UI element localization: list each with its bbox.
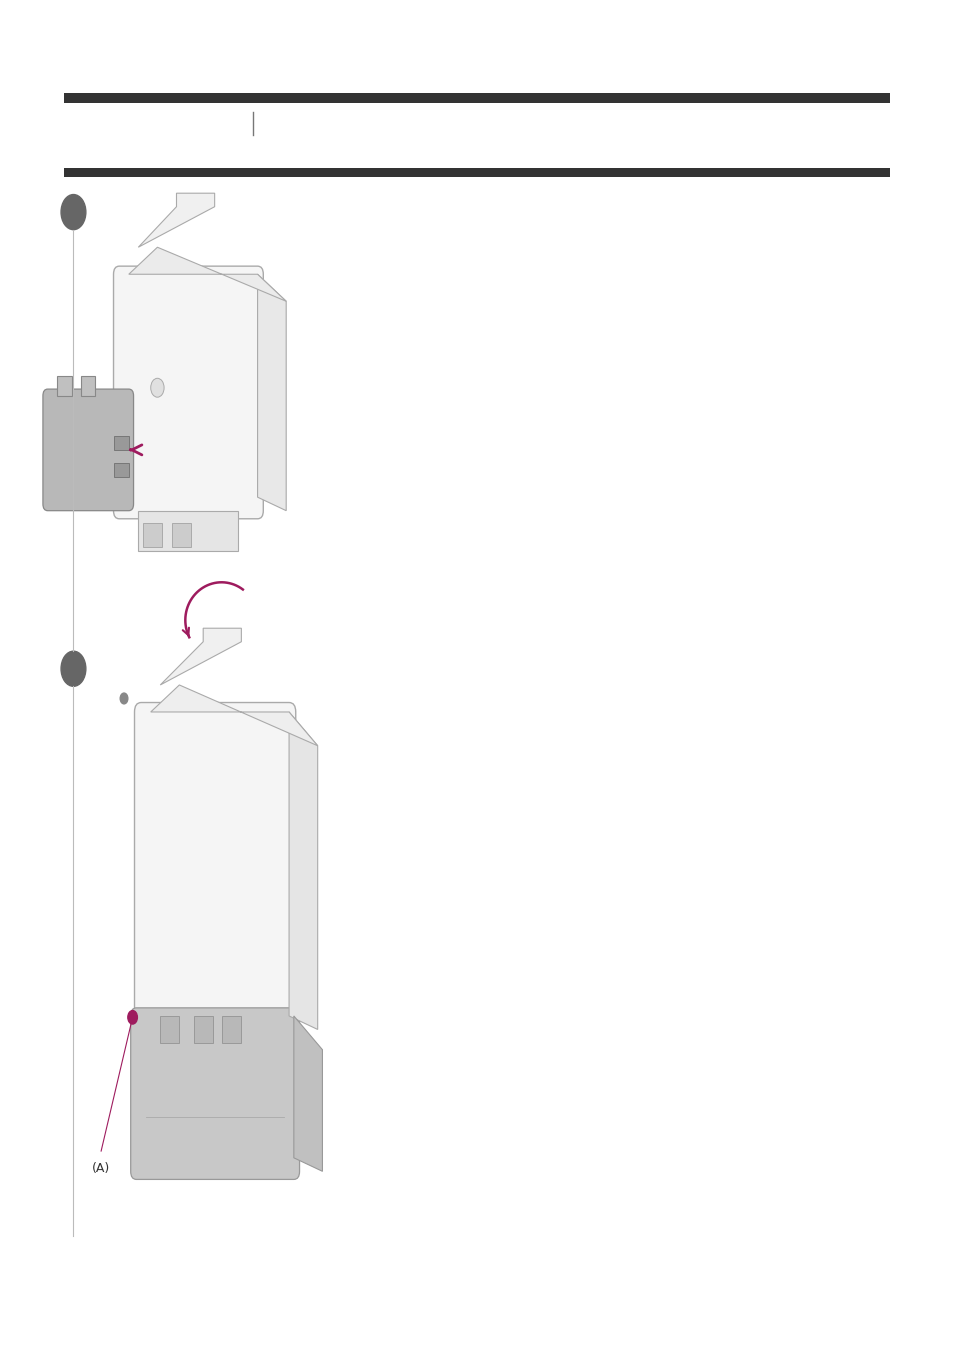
Circle shape xyxy=(61,651,86,686)
Polygon shape xyxy=(294,1016,322,1171)
Polygon shape xyxy=(151,685,317,746)
FancyBboxPatch shape xyxy=(113,266,263,519)
Text: (A): (A) xyxy=(91,1162,110,1175)
Circle shape xyxy=(151,378,164,397)
Bar xyxy=(160,1016,179,1043)
Bar xyxy=(81,376,95,396)
Polygon shape xyxy=(160,628,241,685)
Polygon shape xyxy=(257,274,286,511)
Bar xyxy=(143,523,162,547)
Polygon shape xyxy=(289,712,317,1029)
Circle shape xyxy=(61,195,86,230)
Polygon shape xyxy=(129,247,286,301)
Circle shape xyxy=(120,693,128,704)
Bar xyxy=(138,511,238,551)
Bar xyxy=(57,376,71,396)
Bar xyxy=(64,168,889,177)
Bar xyxy=(114,463,129,477)
FancyBboxPatch shape xyxy=(134,703,295,1039)
Bar xyxy=(172,523,191,547)
Bar xyxy=(64,93,889,103)
Bar xyxy=(114,436,129,450)
Bar xyxy=(193,1016,213,1043)
FancyBboxPatch shape xyxy=(131,1008,299,1179)
Circle shape xyxy=(128,1011,137,1024)
Polygon shape xyxy=(138,193,214,247)
Bar xyxy=(222,1016,241,1043)
FancyBboxPatch shape xyxy=(43,389,133,511)
